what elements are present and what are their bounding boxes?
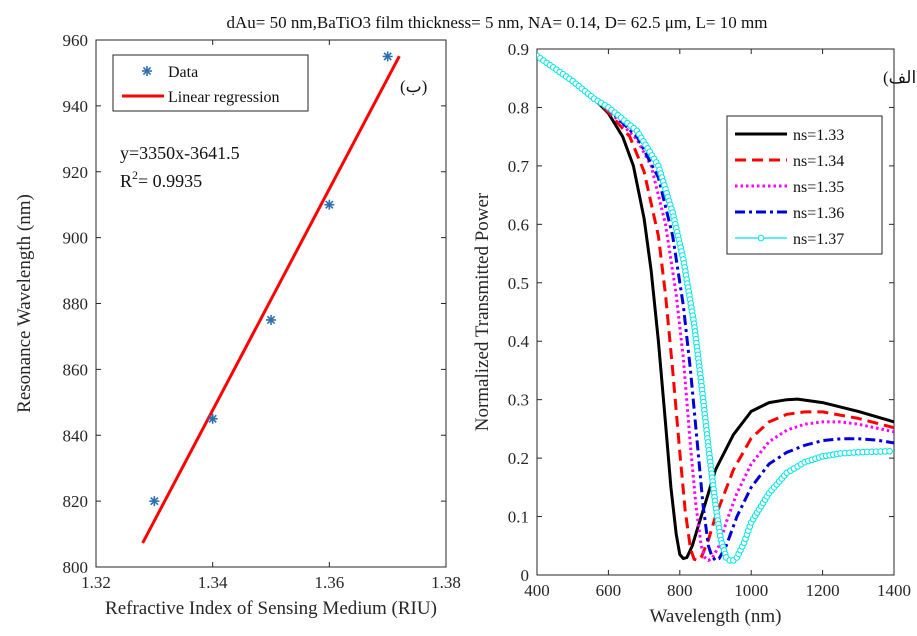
y-tick-label: 800 [63, 558, 89, 577]
x-tick-label: 1.34 [198, 573, 228, 592]
legend: Data Linear regression [112, 54, 309, 112]
y-tick-label: 0.2 [508, 449, 529, 468]
legend-label: ns=1.37 [793, 231, 844, 248]
y-tick-label: 0.9 [508, 40, 529, 59]
y-tick-label: 920 [63, 163, 89, 182]
figure-title: dAu= 50 nm,BaTiO3 film thickness= 5 nm, … [227, 13, 768, 32]
y-tick-label: 0.1 [508, 508, 529, 527]
y-tick-label: 960 [63, 31, 89, 50]
r-squared-text: R2= 0.9935 [120, 168, 202, 191]
x-axis-title: Wavelength (nm) [650, 606, 782, 627]
data-point [149, 496, 160, 507]
panel-label: (ب) [400, 77, 427, 96]
x-tick-label: 1.36 [314, 573, 344, 592]
y-tick-label: 0.6 [508, 215, 529, 234]
x-tick-label: 600 [596, 581, 622, 600]
panel-label: (الف) [883, 68, 917, 87]
data-point [266, 314, 276, 325]
y-tick-label: 0.7 [508, 157, 530, 176]
legend-label: ns=1.35 [793, 179, 844, 196]
data-point [324, 199, 335, 210]
r-squared-symbol: R [120, 171, 132, 191]
series-line-ns=1.34 [537, 54, 894, 562]
x-tick-label: 1200 [806, 581, 840, 600]
data-point-stroke [208, 414, 217, 423]
y-tick-label: 860 [63, 360, 89, 379]
y-tick-label: 900 [63, 229, 89, 248]
legend-label: Linear regression [168, 89, 280, 106]
data-point-stroke [325, 200, 334, 209]
data-point-stroke [150, 496, 159, 506]
series-line-ns=1.33 [537, 54, 894, 561]
y-tick-label: 820 [63, 492, 89, 511]
regression-equation: y=3350x-3641.5 [120, 143, 240, 163]
legend-marker-data [142, 66, 152, 76]
data-point [382, 51, 393, 62]
y-tick-label: 0.3 [508, 391, 529, 410]
data-point-stroke [383, 52, 392, 61]
legend-marker [757, 234, 765, 242]
data-point-stroke [266, 315, 276, 325]
x-tick-label: 1.38 [431, 573, 461, 592]
y-tick-label: 0.8 [508, 98, 529, 117]
plot-area [537, 52, 894, 564]
legend-label: ns=1.34 [793, 153, 844, 170]
legend: ns=1.33 ns=1.34 ns=1.35 ns=1.36 ns=1.37 [726, 115, 883, 255]
series-marker [886, 447, 893, 455]
legend-label: ns=1.33 [793, 127, 844, 144]
regression-line [141, 55, 401, 544]
r-squared-superscript: 2 [132, 168, 138, 182]
x-tick-label: 1400 [877, 581, 911, 600]
y-tick-label: 0.5 [508, 274, 529, 293]
chart-right: 400 600 800 1000 1200 1400 0 0.1 0.2 0.3 0.4 0.5 0.6… [472, 40, 917, 627]
y-tick-label: 840 [63, 426, 89, 445]
chart-left: 1.32 1.34 1.36 1.38 800 820 840 860 880 900 920 940… [14, 31, 461, 619]
plot-area [141, 51, 401, 544]
series-line-ns=1.35 [537, 54, 894, 562]
y-tick-label: 940 [63, 97, 89, 116]
x-tick-label: 1.32 [81, 573, 111, 592]
x-tick-label: 800 [667, 581, 693, 600]
y-axis-title: Resonance Wavelength (nm) [14, 194, 35, 413]
legend-marker-stroke [142, 66, 152, 76]
legend-label: ns=1.36 [793, 205, 844, 222]
x-axis-title: Refractive Index of Sensing Medium (RIU) [105, 598, 437, 619]
x-tick-label: 1000 [734, 581, 768, 600]
legend-box [112, 54, 309, 112]
legend-label: Data [168, 64, 198, 81]
y-tick-label: 0.4 [508, 332, 530, 351]
y-axis-title: Normalized Transmitted Power [472, 192, 493, 431]
x-tick-label: 400 [524, 581, 550, 600]
r-squared-value: = 0.9935 [138, 171, 202, 191]
data-point [207, 413, 218, 424]
y-tick-label: 880 [63, 295, 89, 314]
series-line-ns=1.36 [537, 54, 894, 562]
y-tick-label: 0 [521, 566, 530, 585]
plot-frame [95, 39, 447, 568]
